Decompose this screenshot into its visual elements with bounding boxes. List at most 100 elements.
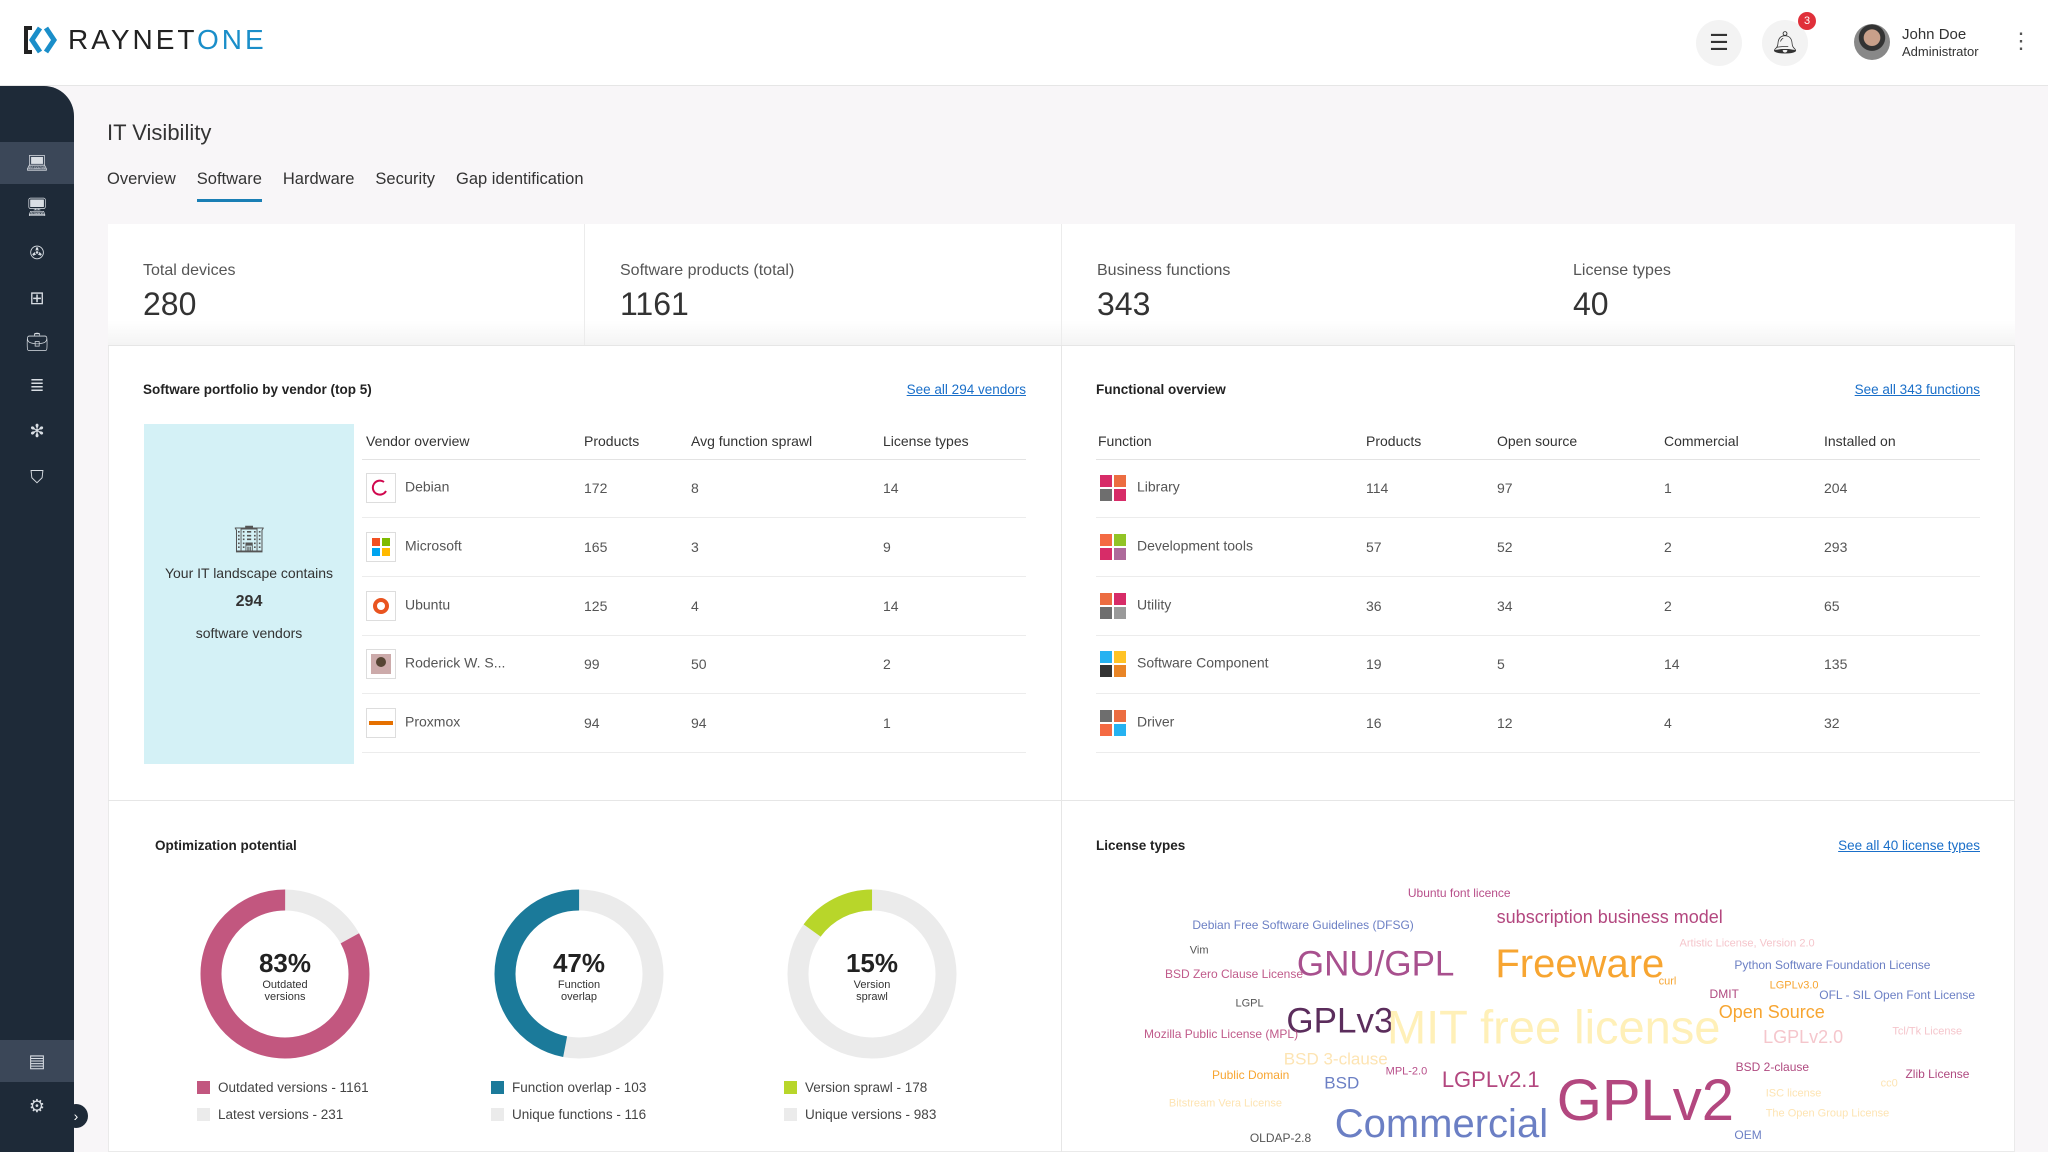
license-word[interactable]: curl (1658, 975, 1677, 988)
function-name[interactable]: Driver (1137, 713, 1175, 730)
legend-item[interactable]: Latest versions - 231 (197, 1107, 343, 1122)
expand-sidebar-button[interactable]: › (64, 1104, 88, 1128)
vendor-name[interactable]: Ubuntu (405, 596, 451, 613)
vendor-name[interactable]: Proxmox (405, 713, 461, 730)
column-header[interactable]: License types (883, 424, 1026, 460)
legend-item[interactable]: Outdated versions - 1161 (197, 1080, 369, 1095)
column-header[interactable]: Avg function sprawl (691, 424, 883, 460)
donut-sublabel: versions (264, 991, 306, 1003)
vendor-name[interactable]: Debian (405, 479, 450, 496)
license-word[interactable]: BSD Zero Clause License (1164, 967, 1304, 982)
license-word[interactable]: subscription business model (1496, 906, 1723, 927)
donut-segment[interactable] (492, 887, 665, 1060)
license-word[interactable]: cc0 (1880, 1077, 1898, 1090)
column-header[interactable]: Products (584, 424, 691, 460)
license-word[interactable]: LGPL (1235, 997, 1264, 1010)
tab-overview[interactable]: Overview (107, 170, 176, 188)
sidebar-item-apps[interactable]: ⊞ (0, 277, 74, 319)
table-row[interactable]: Library 114 97 1 204 (1096, 459, 1980, 519)
function-name[interactable]: Library (1137, 479, 1180, 496)
tasks-list-button[interactable]: ☰ (1696, 20, 1742, 66)
tab-security[interactable]: Security (375, 170, 436, 188)
table-row[interactable]: Driver 16 12 4 32 (1096, 693, 1980, 753)
table-row[interactable]: Roderick W. S... 99 50 2 (362, 635, 1026, 695)
column-header[interactable]: Commercial (1664, 424, 1824, 460)
table-row[interactable]: Development tools 57 52 2 293 (1096, 517, 1980, 577)
license-word[interactable]: BSD (1324, 1073, 1360, 1093)
license-word[interactable]: Bitstream Vera License (1168, 1097, 1282, 1110)
column-header[interactable]: Function (1096, 424, 1366, 460)
license-word[interactable]: Public Domain (1211, 1067, 1290, 1082)
tab-software[interactable]: Software (196, 170, 262, 202)
commercial-count: 14 (1664, 635, 1824, 695)
license-word[interactable]: Freeware (1495, 941, 1665, 986)
column-header[interactable]: Installed on (1824, 424, 1980, 460)
table-row[interactable]: Ubuntu 125 4 14 (362, 576, 1026, 636)
license-word[interactable]: BSD 2-clause (1735, 1060, 1810, 1074)
tab-gap-identification[interactable]: Gap identification (456, 170, 584, 188)
license-word[interactable]: Open Source (1718, 1002, 1825, 1023)
legend-item[interactable]: Unique versions - 983 (784, 1107, 936, 1122)
see-all-functions-link[interactable]: See all 343 functions (1854, 382, 1980, 397)
user-role: Administrator (1902, 44, 1979, 59)
table-row[interactable]: Debian 172 8 14 (362, 459, 1026, 519)
column-header[interactable]: Open source (1497, 424, 1664, 460)
logo-mark-icon (24, 26, 58, 54)
license-word[interactable]: Vim (1189, 944, 1209, 957)
table-row[interactable]: Proxmox 94 94 1 (362, 693, 1026, 753)
sidebar-item-security[interactable]: ⛉ (0, 456, 74, 498)
tab-hardware[interactable]: Hardware (282, 170, 355, 188)
see-all-license-types-link[interactable]: See all 40 license types (1838, 838, 1980, 853)
license-word[interactable]: Python Software Foundation License (1734, 958, 1931, 973)
table-row[interactable]: Microsoft 165 3 9 (362, 517, 1026, 577)
license-word[interactable]: Commercial (1334, 1102, 1549, 1147)
license-word[interactable]: LGPLv2.0 (1763, 1026, 1844, 1047)
sidebar-item-snowflake[interactable]: ✻ (0, 410, 74, 452)
raynetone-logo[interactable]: RAYNETONE (20, 24, 267, 56)
license-word[interactable]: OFL - SIL Open Font License (1819, 988, 1976, 1003)
license-word[interactable]: Debian Free Software Guidelines (DFSG) (1192, 917, 1414, 932)
legend-item[interactable]: Version sprawl - 178 (784, 1080, 927, 1095)
license-word[interactable]: GPLv3 (1286, 1001, 1394, 1041)
license-word[interactable]: Zlib License (1905, 1066, 1970, 1081)
license-word[interactable]: OLDAP-2.8 (1249, 1130, 1312, 1145)
sidebar-item-database[interactable]: ≣ (0, 364, 74, 406)
license-word[interactable]: LGPLv3.0 (1769, 979, 1819, 992)
license-word[interactable]: ISC license (1765, 1087, 1822, 1100)
license-word[interactable]: MIT free license (1386, 1000, 1721, 1054)
user-name[interactable]: John Doe (1902, 26, 1967, 43)
sidebar-item-inventory[interactable]: ▤ (0, 1040, 74, 1082)
legend-item[interactable]: Unique functions - 116 (491, 1107, 646, 1122)
function-name[interactable]: Software Component (1137, 655, 1269, 672)
column-header[interactable]: Vendor overview (362, 424, 584, 460)
sidebar-item-monitor[interactable]: 🖥︎ (0, 186, 74, 228)
license-word[interactable]: Tcl/Tk License (1892, 1025, 1963, 1038)
license-word[interactable]: BSD 3-clause (1283, 1049, 1388, 1069)
license-word[interactable]: OEM (1734, 1127, 1762, 1142)
license-word[interactable]: GPLv2 (1556, 1067, 1735, 1133)
vendor-name[interactable]: Roderick W. S... (405, 655, 506, 672)
sidebar-item-settings[interactable]: ⚙ (0, 1085, 74, 1127)
license-word[interactable]: DMIT (1709, 986, 1739, 1001)
sidebar-item-laptop[interactable]: 💻︎ (0, 142, 74, 184)
license-word[interactable]: GNU/GPL (1296, 944, 1455, 984)
sidebar-item-briefcase[interactable]: 💼︎ (0, 321, 74, 363)
function-name[interactable]: Utility (1137, 596, 1172, 613)
license-word[interactable]: The Open Group License (1765, 1107, 1890, 1120)
license-word[interactable]: Ubuntu font licence (1407, 886, 1511, 901)
vendor-name[interactable]: Microsoft (405, 537, 462, 554)
license-word[interactable]: Artistic License, Version 2.0 (1679, 937, 1815, 950)
sidebar-item-network[interactable]: ✇ (0, 232, 74, 274)
table-row[interactable]: Utility 36 34 2 65 (1096, 576, 1980, 636)
license-word[interactable]: Mozilla Public License (MPL) (1144, 1027, 1299, 1042)
legend-item[interactable]: Function overlap - 103 (491, 1080, 646, 1095)
table-row[interactable]: Software Component 19 5 14 135 (1096, 635, 1980, 695)
more-vertical-icon[interactable]: ⋮ (2010, 28, 2032, 53)
column-header[interactable]: Products (1366, 424, 1497, 460)
optimization-title: Optimization potential (155, 838, 297, 853)
function-name[interactable]: Development tools (1137, 537, 1253, 554)
see-all-vendors-link[interactable]: See all 294 vendors (906, 382, 1026, 397)
license-word[interactable]: LGPLv2.1 (1441, 1067, 1540, 1093)
license-word[interactable]: MPL-2.0 (1385, 1065, 1428, 1078)
avatar[interactable] (1854, 24, 1890, 60)
